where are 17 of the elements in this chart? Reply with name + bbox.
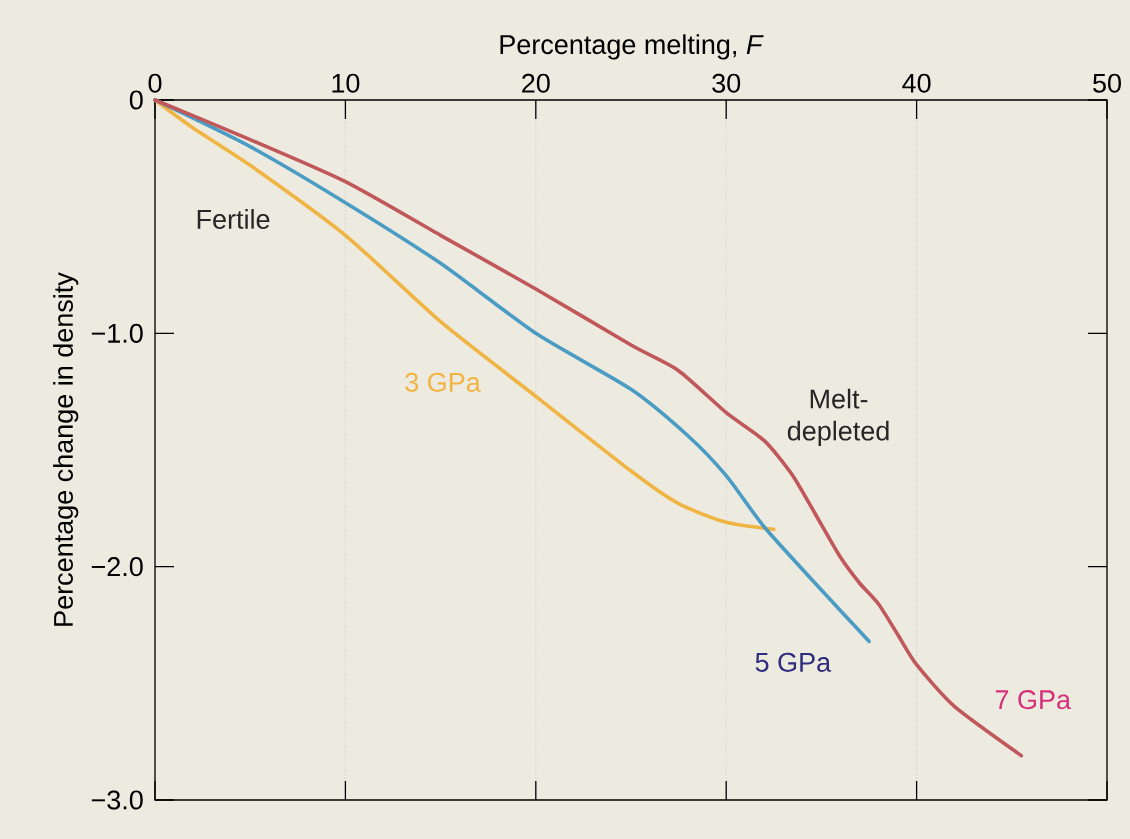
annotation: Fertile	[197, 209, 270, 229]
x-axis-title: Percentage melting, F	[500, 34, 764, 60]
x-tick-label: 10	[332, 73, 360, 93]
y-tick-label: 0	[129, 90, 143, 110]
series-label: 7 GPa	[995, 690, 1072, 710]
y-tick-label: −1.0	[91, 323, 143, 343]
x-tick-label: 50	[1093, 73, 1121, 93]
y-tick-label: −3.0	[91, 790, 143, 810]
series-label: 5 GPa	[755, 652, 832, 672]
x-tick-label: 20	[522, 73, 550, 93]
x-tick-label: 40	[902, 73, 931, 93]
annotation: Melt-depleted	[787, 388, 889, 446]
series-label: 3 GPa	[405, 372, 481, 392]
y-axis-title: Percentage change in density	[53, 272, 79, 626]
y-tick-label: −2.0	[91, 557, 143, 577]
x-tick-label: 30	[712, 73, 741, 93]
x-tick-label: 0	[148, 73, 162, 93]
